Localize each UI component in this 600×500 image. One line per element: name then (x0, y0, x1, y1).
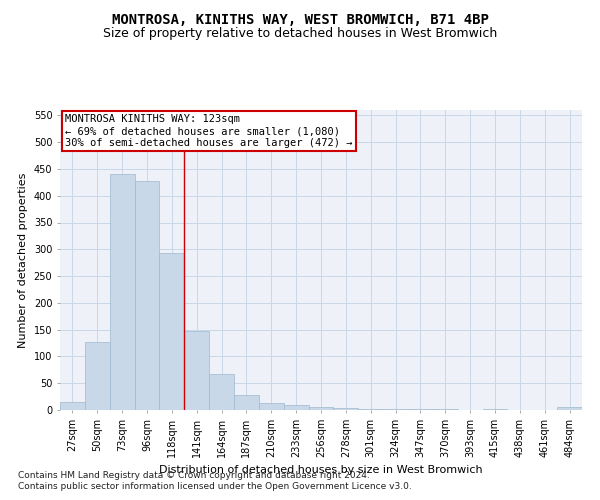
Bar (85, 342, 110, 410)
Bar (259, 403, 284, 410)
Bar (334, 408, 358, 410)
Bar (110, 174, 134, 410)
Bar (160, 253, 184, 410)
Text: Size of property relative to detached houses in West Bromwich: Size of property relative to detached ho… (103, 28, 497, 40)
X-axis label: Distribution of detached houses by size in West Bromwich: Distribution of detached houses by size … (159, 466, 483, 475)
Text: Contains HM Land Registry data © Crown copyright and database right 2024.: Contains HM Land Registry data © Crown c… (18, 471, 370, 480)
Bar (358, 409, 383, 410)
Bar (184, 331, 209, 410)
Y-axis label: Number of detached properties: Number of detached properties (18, 172, 28, 348)
Bar (234, 395, 259, 410)
Bar (284, 404, 308, 410)
Bar (134, 181, 160, 410)
Bar (308, 407, 334, 410)
Bar (209, 374, 234, 410)
Text: MONTROSA, KINITHS WAY, WEST BROMWICH, B71 4BP: MONTROSA, KINITHS WAY, WEST BROMWICH, B7… (112, 12, 488, 26)
Bar (557, 408, 582, 410)
Text: MONTROSA KINITHS WAY: 123sqm
← 69% of detached houses are smaller (1,080)
30% of: MONTROSA KINITHS WAY: 123sqm ← 69% of de… (65, 114, 353, 148)
Bar (60, 402, 85, 410)
Text: Contains public sector information licensed under the Open Government Licence v3: Contains public sector information licen… (18, 482, 412, 491)
